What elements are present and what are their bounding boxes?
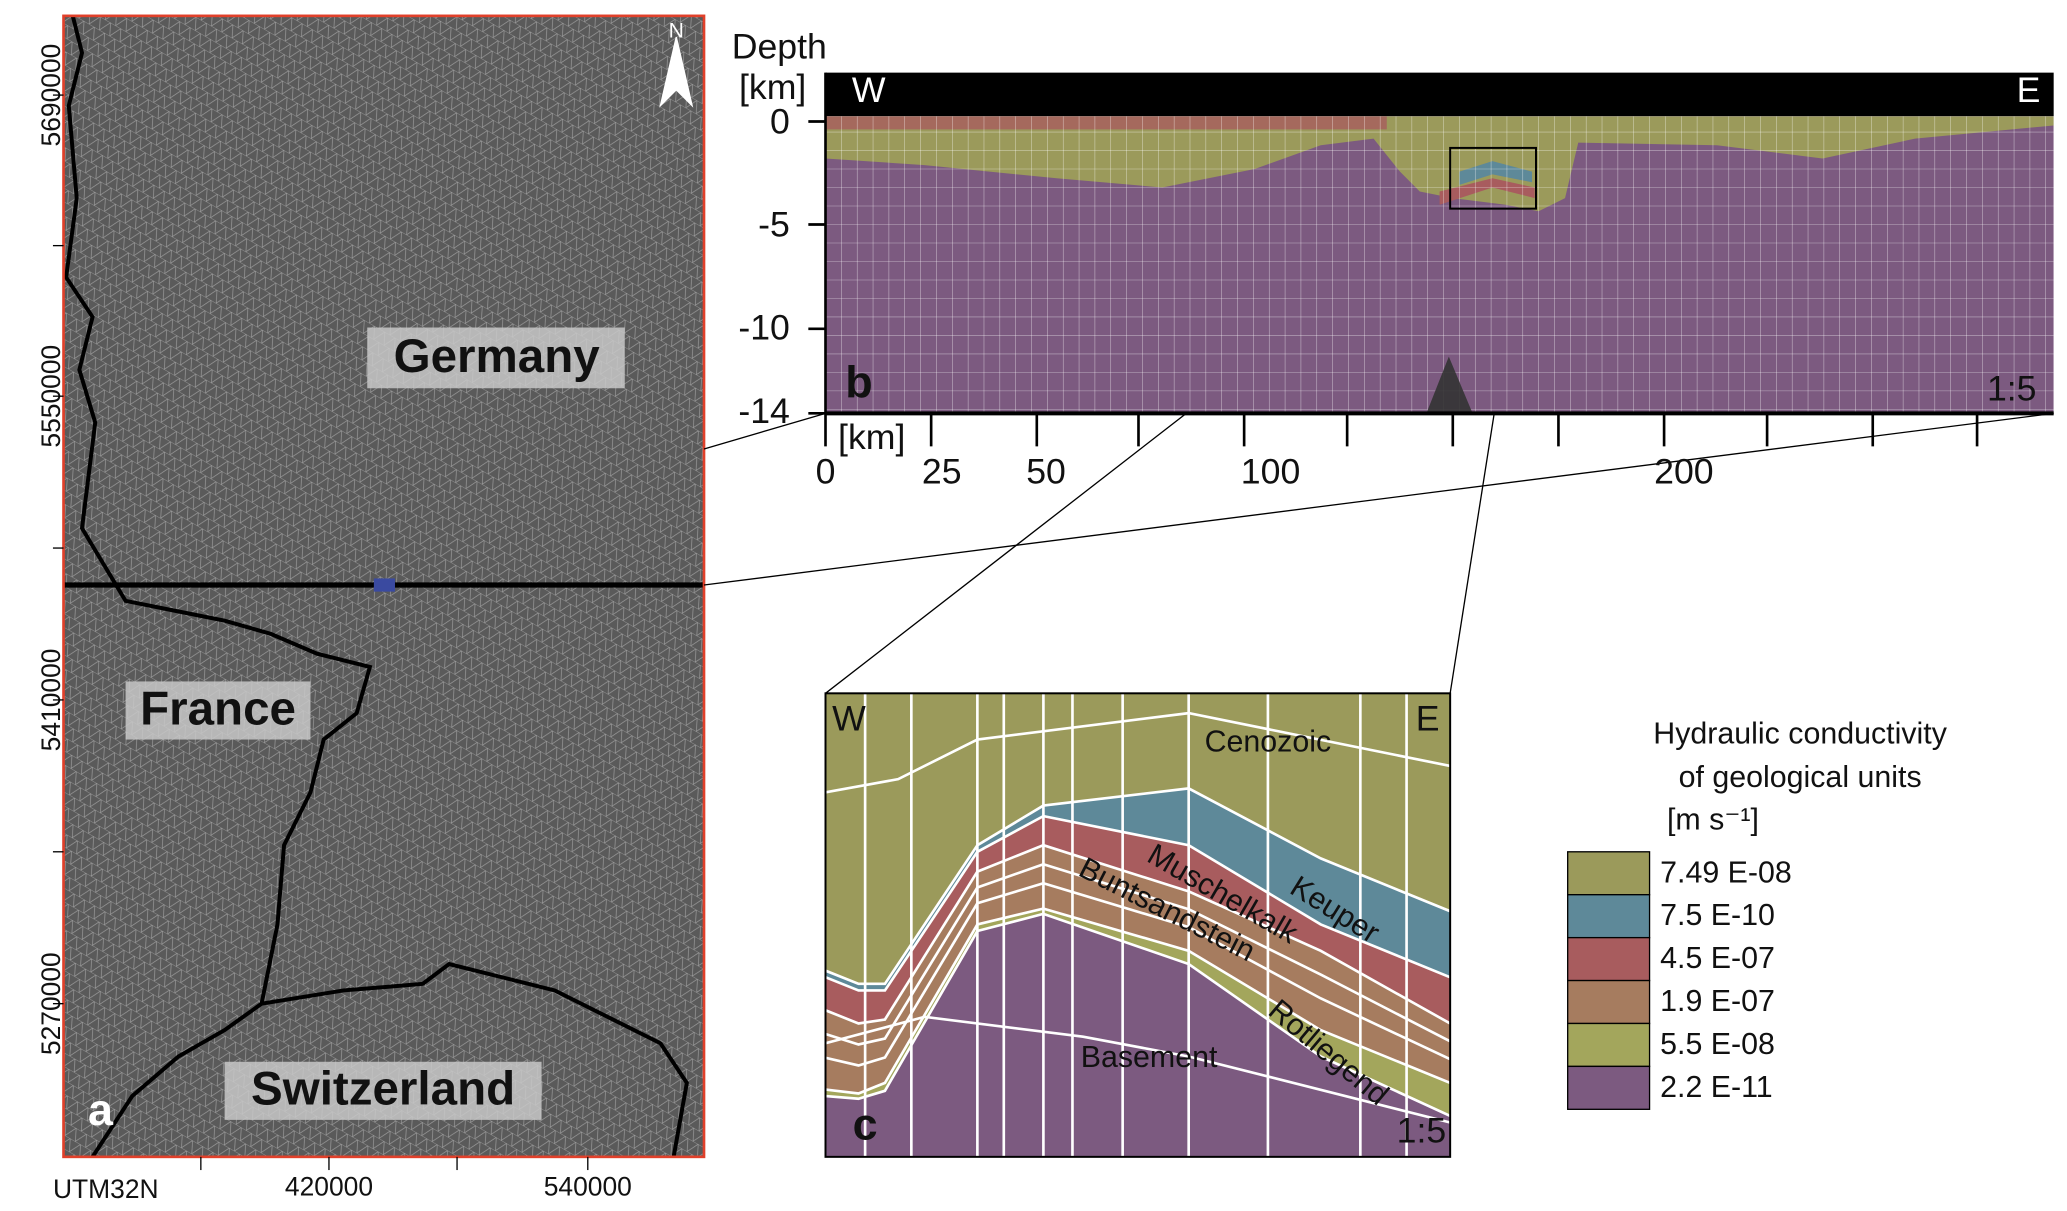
north-arrow [659,36,694,108]
layer-blue [1459,161,1533,185]
panel-label: b [845,356,872,407]
mesh-line [825,912,1451,1118]
zoom-frame [824,692,1452,1158]
layer [825,816,1451,1024]
scale-label: 1:5 [1397,1111,1447,1151]
panel-c: W E Cenozoic Keuper Muschelkalk Buntsand… [824,692,1452,1158]
x-tick-label: 100 [1241,452,1300,492]
layer [825,913,1451,1157]
panel-a: N Germany France Switzerland a 5690000 5… [36,14,706,1204]
y-title: Depth [732,26,827,66]
layer-red [825,116,1387,130]
east-label: E [1416,698,1440,738]
intrusion [1426,356,1473,414]
panel-label: a [88,1084,114,1135]
y-tick-label: -14 [738,391,790,431]
y-unit: [km] [739,67,806,107]
scale-label: 1:5 [1987,368,2037,408]
country-box [367,327,625,389]
x-tick-label: 50 [1026,452,1066,492]
unit-label: Cenozoic [1205,726,1332,759]
connector [703,412,826,450]
legend-unit: [m s⁻¹] [1667,803,1759,836]
layer [825,693,1451,984]
y-tick-label: 0 [770,102,790,142]
legend-swatch [1567,979,1651,1025]
country-label: Switzerland [251,1063,515,1116]
x-tick-label: 420000 [285,1172,373,1202]
mesh-line [825,907,1451,1095]
x-tick-label: 540000 [544,1172,632,1202]
y-tick-label: -5 [758,205,790,245]
border-line [64,15,373,1158]
mesh-line [825,787,1451,986]
panel-label: c [853,1099,878,1150]
east-label: E [2017,70,2041,110]
legend-swatch [1567,1065,1651,1110]
unit-label: Basement [1081,1041,1218,1074]
legend-swatch [1567,1022,1651,1068]
legend-label: 4.5 E-07 [1660,942,1775,975]
mesh-line [825,881,1451,1067]
north-label: N [669,19,684,42]
country-box [125,681,311,740]
x-unit: [km] [838,417,905,457]
layer-red [1439,178,1535,205]
border-line [261,961,689,1158]
legend-label: 1.9 E-07 [1660,985,1775,1018]
zoom-box [1449,146,1537,210]
section-marker [373,578,395,592]
country-box [224,1061,542,1120]
mesh-line [825,711,1451,794]
legend-label: 7.49 E-08 [1660,856,1792,889]
legend-label: 5.5 E-08 [1660,1028,1775,1061]
layer-cenozoic [825,116,2054,212]
top-bar [825,72,2054,117]
mesh-line [825,814,1451,992]
x-tick-label: 200 [1654,452,1713,492]
panel-b: W E Depth [km] 0 -5 -10 -14 [km] 0 25 50… [732,26,2054,492]
x-tick-label: 25 [922,452,962,492]
connector [703,412,2054,586]
mesh-line [825,1015,1451,1124]
legend-title: of geological units [1679,761,1922,794]
legend-swatch [1567,851,1651,896]
layer [825,845,1451,1094]
legend: Hydraulic conductivity of geological uni… [1567,718,1948,1110]
country-label: Germany [394,330,601,383]
crs-label: UTM32N [53,1174,159,1204]
mesh-line [825,843,1451,1025]
west-label: W [832,698,866,738]
country-label: France [140,682,296,735]
map-frame [62,14,706,1159]
mesh-line [825,862,1451,1046]
legend-swatch [1567,894,1651,939]
layer [825,788,1451,991]
legend-label: 7.5 E-10 [1660,899,1775,932]
y-tick-label: -10 [738,308,790,348]
zoom-layers [825,693,1451,1157]
legend-swatch [1567,936,1651,982]
x-tick-label: 0 [816,452,836,492]
legend-label: 2.2 E-11 [1660,1071,1773,1104]
legend-title: Hydraulic conductivity [1653,718,1947,751]
section-layers [825,116,2054,414]
west-label: W [852,70,886,110]
